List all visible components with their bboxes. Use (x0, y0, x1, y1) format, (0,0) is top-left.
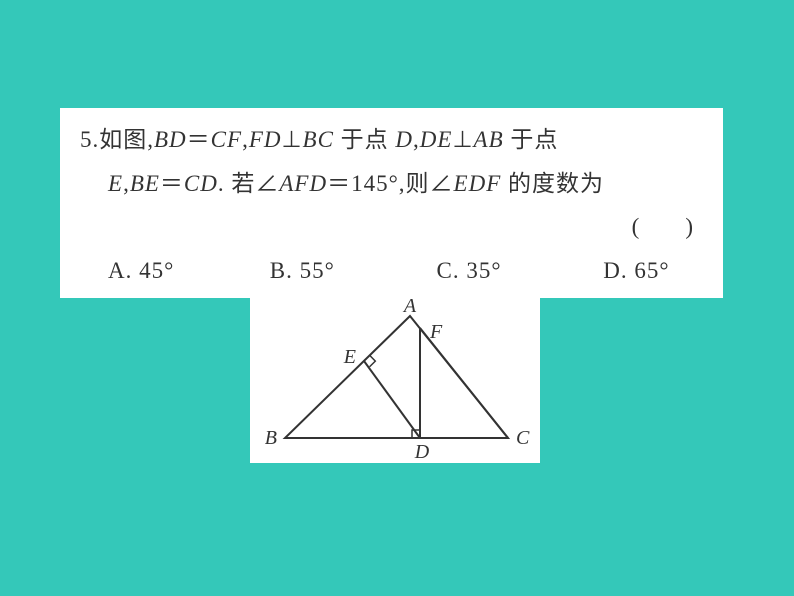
options-row: A. 45° B. 55° C. 35° D. 65° (80, 249, 703, 293)
var-bd: BD (154, 127, 187, 152)
var-de: DE (420, 127, 453, 152)
tail: 的度数为 (501, 171, 604, 196)
option-a: A. 45° (108, 249, 263, 293)
label-e: E (343, 346, 356, 368)
text-pre: 如图, (99, 127, 154, 152)
option-d: D. 65° (603, 249, 669, 293)
comma: , (413, 127, 420, 152)
label-c: C (516, 427, 530, 449)
label-a: A (402, 298, 417, 317)
var-cd: CD (184, 171, 218, 196)
eq: ＝ (327, 171, 351, 196)
angle: ∠ (255, 171, 279, 196)
var-edf: EDF (454, 171, 502, 196)
val: 145° (351, 171, 399, 196)
comma: , (123, 171, 130, 196)
indent: E,BE＝CD. 若∠AFD＝145°,则∠EDF 的度数为 (80, 171, 604, 196)
var-afd: AFD (279, 171, 327, 196)
option-c: C. 35° (437, 249, 597, 293)
var-be: BE (130, 171, 160, 196)
question-box: 5.如图,BD＝CF,FD⊥BC 于点 D,DE⊥AB 于点 E,BE＝CD. … (60, 108, 723, 298)
option-b: B. 55° (270, 249, 430, 293)
label-f: F (429, 321, 443, 343)
comma: ,则 (399, 171, 430, 196)
eq: ＝ (187, 127, 211, 152)
var-d: D (395, 127, 413, 152)
mid2: 于点 (504, 127, 559, 152)
var-cf: CF (211, 127, 242, 152)
angle: ∠ (430, 171, 454, 196)
label-d: D (414, 441, 430, 463)
var-e: E (108, 171, 123, 196)
question-text: 5.如图,BD＝CF,FD⊥BC 于点 D,DE⊥AB 于点 E,BE＝CD. … (80, 118, 703, 205)
var-bc: BC (303, 127, 334, 152)
triangle-diagram: A B C D E F (250, 298, 540, 463)
diagram-box: A B C D E F (250, 298, 540, 463)
dot: . 若 (218, 171, 256, 196)
right-angle-e (370, 355, 376, 366)
answer-paren: ( ) (80, 205, 703, 249)
label-b: B (265, 427, 277, 449)
line-fc (420, 328, 508, 438)
perp: ⊥ (281, 127, 302, 152)
line-de (364, 361, 420, 438)
mid1: 于点 (334, 127, 396, 152)
question-number: 5. (80, 127, 99, 152)
perp: ⊥ (452, 127, 473, 152)
triangle-abc (285, 316, 508, 438)
var-fd: FD (249, 127, 282, 152)
var-ab: AB (474, 127, 504, 152)
eq: ＝ (160, 171, 184, 196)
comma: , (242, 127, 249, 152)
